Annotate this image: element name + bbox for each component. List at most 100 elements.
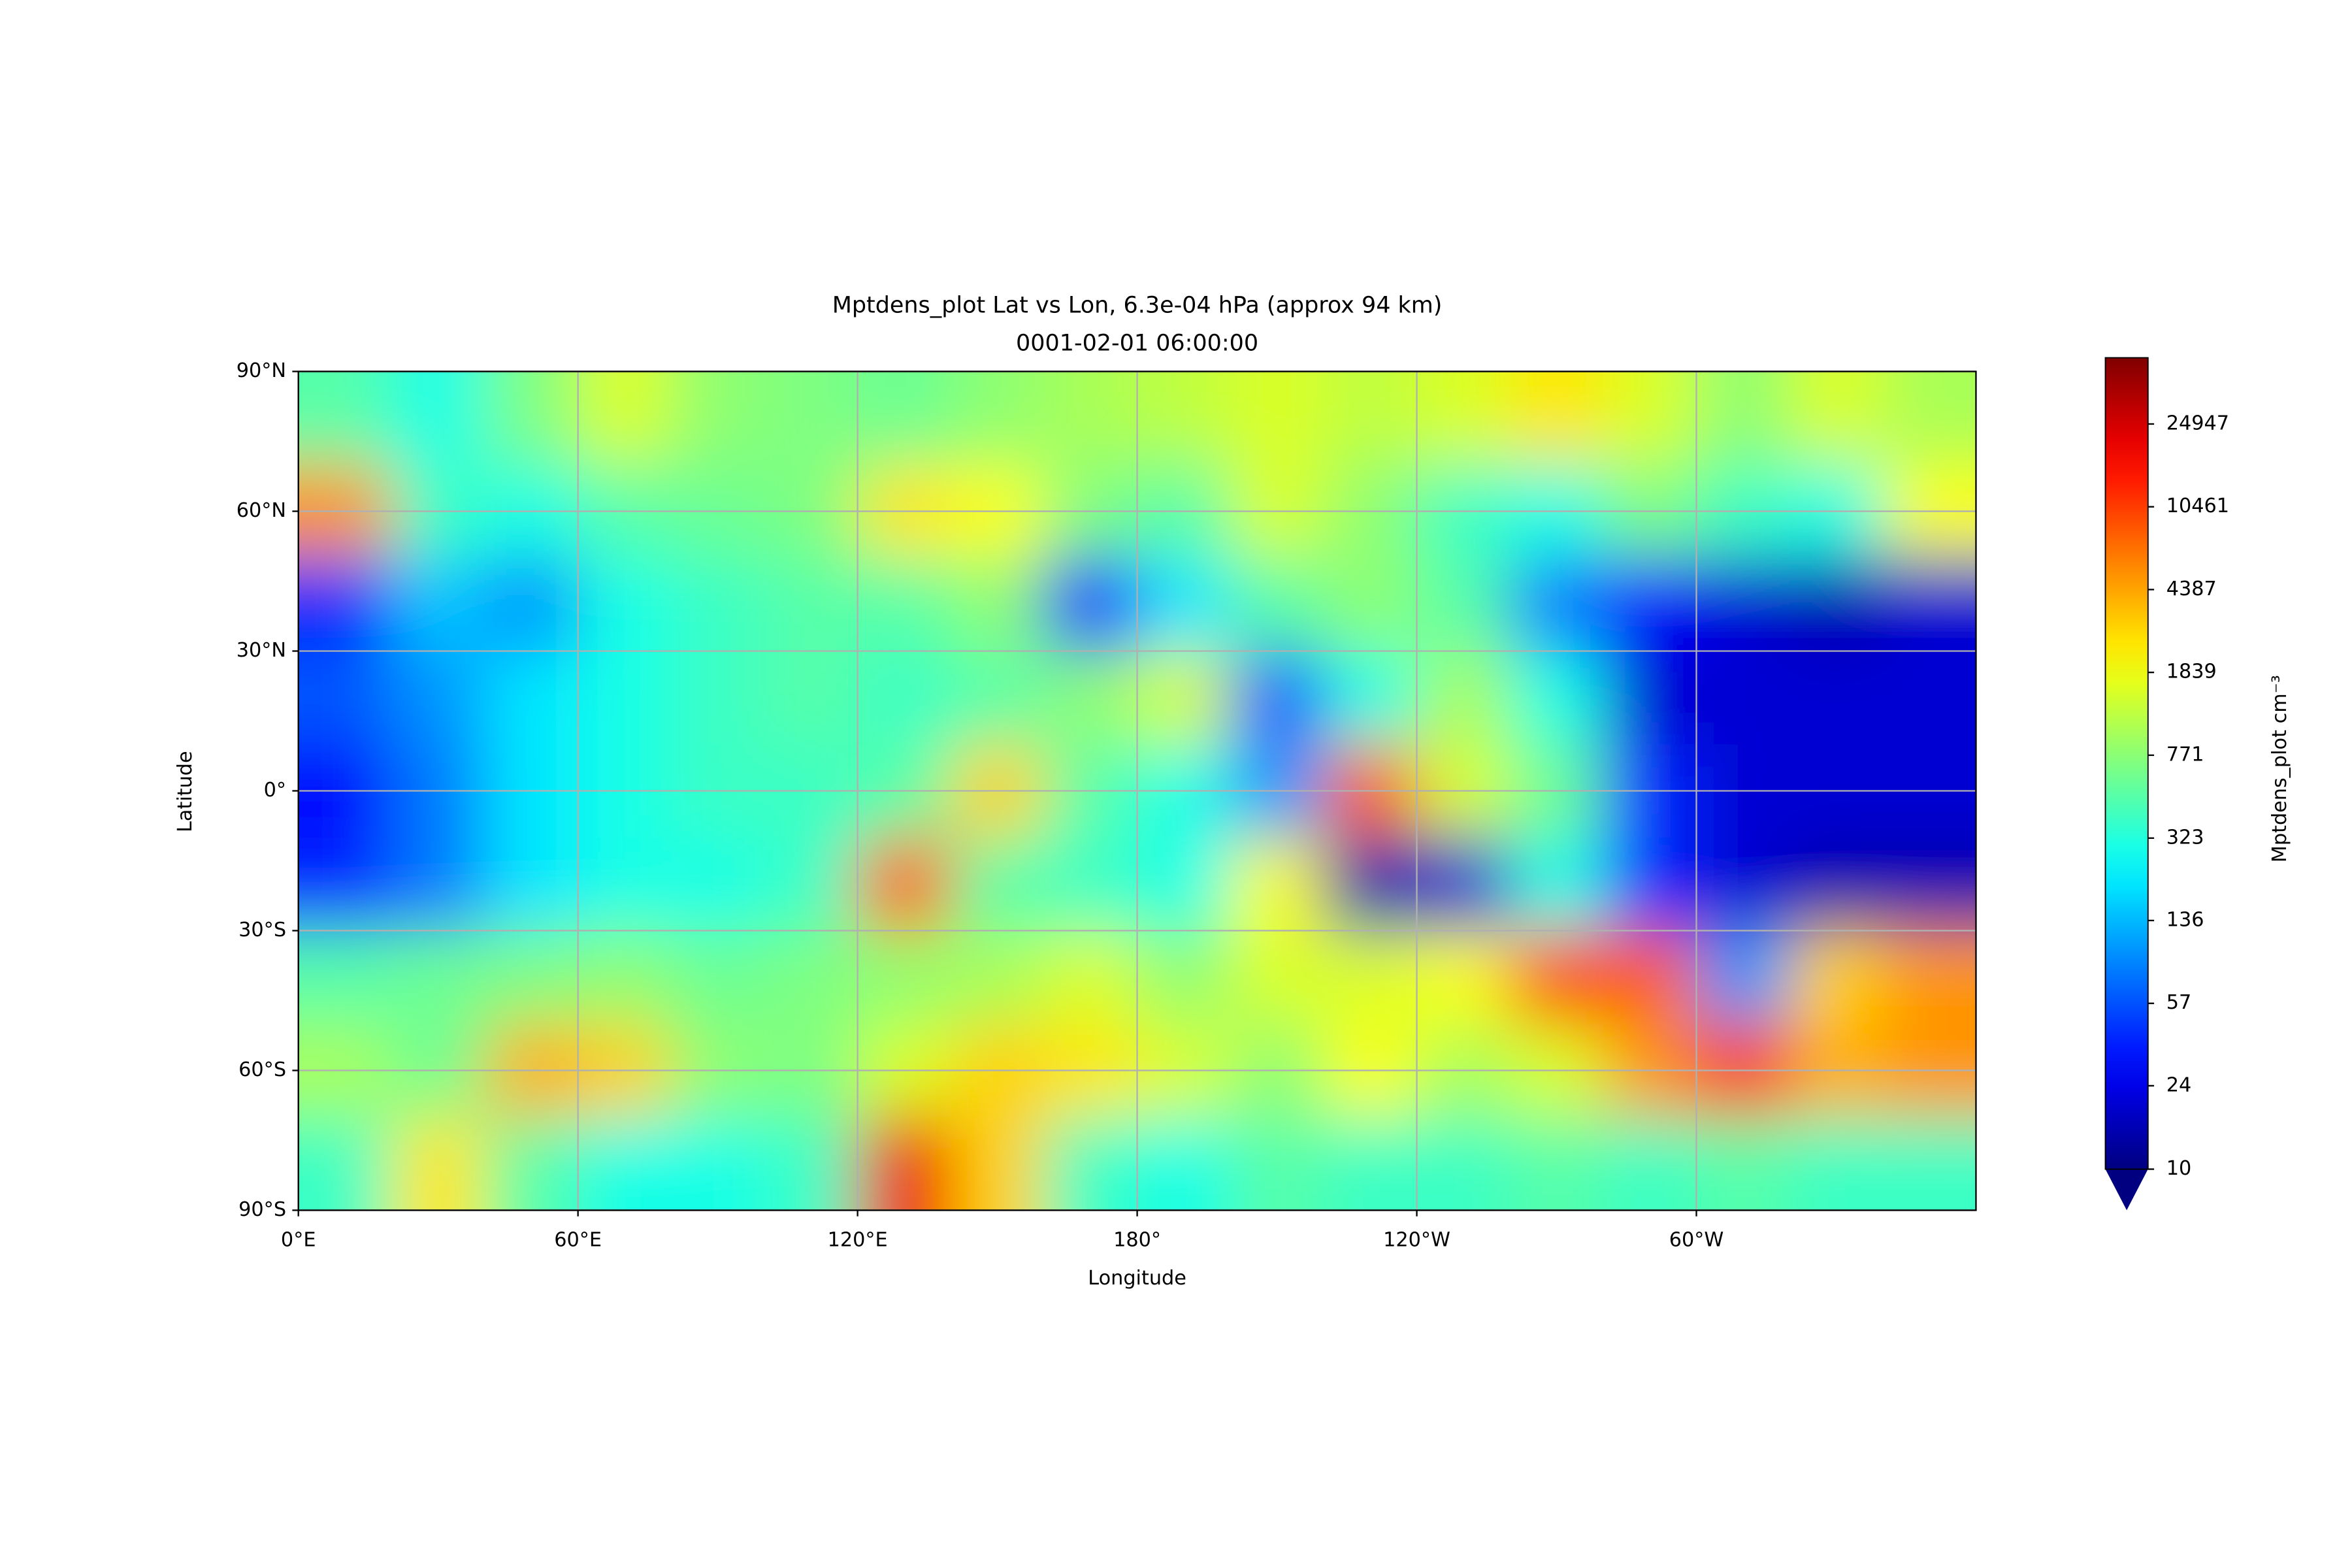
heatmap-cell [1137,1117,1232,1211]
y-tick-label: 30°N [237,639,286,662]
heatmap-cell [671,930,766,1025]
heatmap-cell [1416,651,1511,745]
heatmap-cell [1043,557,1138,652]
heatmap-cell [1510,651,1605,745]
heatmap-cell [578,371,672,466]
heatmap-cell [1696,557,1791,652]
heatmap-cell [857,651,952,745]
heatmap-cell [764,837,858,932]
y-tick-label: 90°S [238,1198,286,1221]
heatmap-cell [671,651,766,745]
heatmap-cell [951,1117,1045,1211]
heatmap-cell [1603,557,1697,652]
heatmap-cell [671,371,766,466]
heatmap-cell [1603,837,1697,932]
x-tick-label: 60°W [1669,1229,1724,1252]
colorbar-tick-label: 136 [2166,908,2204,931]
chart-subtitle: 0001-02-01 06:00:00 [1016,331,1258,357]
heatmap-cell [391,371,486,466]
heatmap-cell [1043,837,1138,932]
heatmap-cell [951,651,1045,745]
y-tick-label: 90°N [237,359,286,382]
heatmap-cell [1137,837,1232,932]
colorbar-tick-label: 10461 [2166,495,2229,517]
heatmap-cell [298,557,393,652]
heatmap-cell [391,557,486,652]
y-axis-label: Latitude [174,751,197,832]
y-tick-label: 60°N [237,499,286,522]
heatmap-cell [764,651,858,745]
x-tick-label: 0°E [281,1229,316,1252]
heatmap-cell [1230,557,1325,652]
heatmap-cell [1043,371,1138,466]
heatmap-cell [391,930,486,1025]
heatmap-cell [857,1117,952,1211]
heatmap-cell [951,371,1045,466]
heatmap-cell [1882,371,1976,466]
heatmap-cell [1510,371,1605,466]
colorbar-tick-label: 771 [2166,743,2204,766]
heatmap-cell [391,1117,486,1211]
heatmap-cell [857,371,952,466]
heatmap-cell [951,930,1045,1025]
colorbar [2105,357,2148,1169]
x-axis-label: Longitude [1088,1267,1186,1290]
heatmap-cell [857,557,952,652]
heatmap-cell [1323,557,1418,652]
heatmap-cell [1230,1117,1325,1211]
heatmap-cell [1510,1117,1605,1211]
heatmap-cell [1603,371,1697,466]
heatmap-cell [1882,651,1976,745]
heatmap-cell [1230,651,1325,745]
heatmap-cell [1043,1117,1138,1211]
heatmap-cell [764,557,858,652]
heatmap-cell [578,1117,672,1211]
heatmap-cell [1882,930,1976,1025]
heatmap-cell [1603,930,1697,1025]
colorbar-frame [2104,357,2149,1170]
heatmap-cell [298,930,393,1025]
heatmap-cell [1323,837,1418,932]
heatmap-cell [1789,557,1884,652]
heatmap-cell [1230,371,1325,466]
y-tick-label: 0° [264,779,286,802]
heatmap-cell [1137,371,1232,466]
heatmap-cell [951,837,1045,932]
heatmap-cell [857,930,952,1025]
heatmap-cell [1696,930,1791,1025]
heatmap-cell [1789,837,1884,932]
heatmap-cell [391,651,486,745]
x-tick-label: 180° [1113,1229,1161,1252]
heatmap-cell [1416,930,1511,1025]
heatmap-cell [1510,557,1605,652]
heatmap-cell [298,837,393,932]
colorbar-tick-label: 10 [2166,1157,2192,1180]
x-tick-label: 120°W [1383,1229,1450,1252]
heatmap-cell [485,651,579,745]
heatmap-cell [1510,837,1605,932]
heatmap-cell [1789,371,1884,466]
heatmap-cell [1789,1117,1884,1211]
heatmap-cell [485,557,579,652]
heatmap-cell [485,1117,579,1211]
heatmap-cell [391,837,486,932]
colorbar-tick-label: 4387 [2166,578,2217,600]
heatmap-cell [1416,371,1511,466]
heatmap-cell [1137,651,1232,745]
heatmap-cell [857,837,952,932]
y-tick-label: 30°S [238,919,286,941]
heatmap [298,371,1976,1211]
colorbar-tick-label: 24947 [2166,412,2229,434]
heatmap-cell [1043,930,1138,1025]
heatmap-cell [298,371,393,466]
colorbar-tick-label: 57 [2166,991,2192,1014]
heatmap-cell [485,371,579,466]
heatmap-cell [1416,837,1511,932]
heatmap-cell [485,930,579,1025]
heatmap-cell [578,930,672,1025]
heatmap-cell [671,557,766,652]
heatmap-cell [1882,557,1976,652]
heatmap-cell [298,651,393,745]
heatmap-cell [764,1117,858,1211]
